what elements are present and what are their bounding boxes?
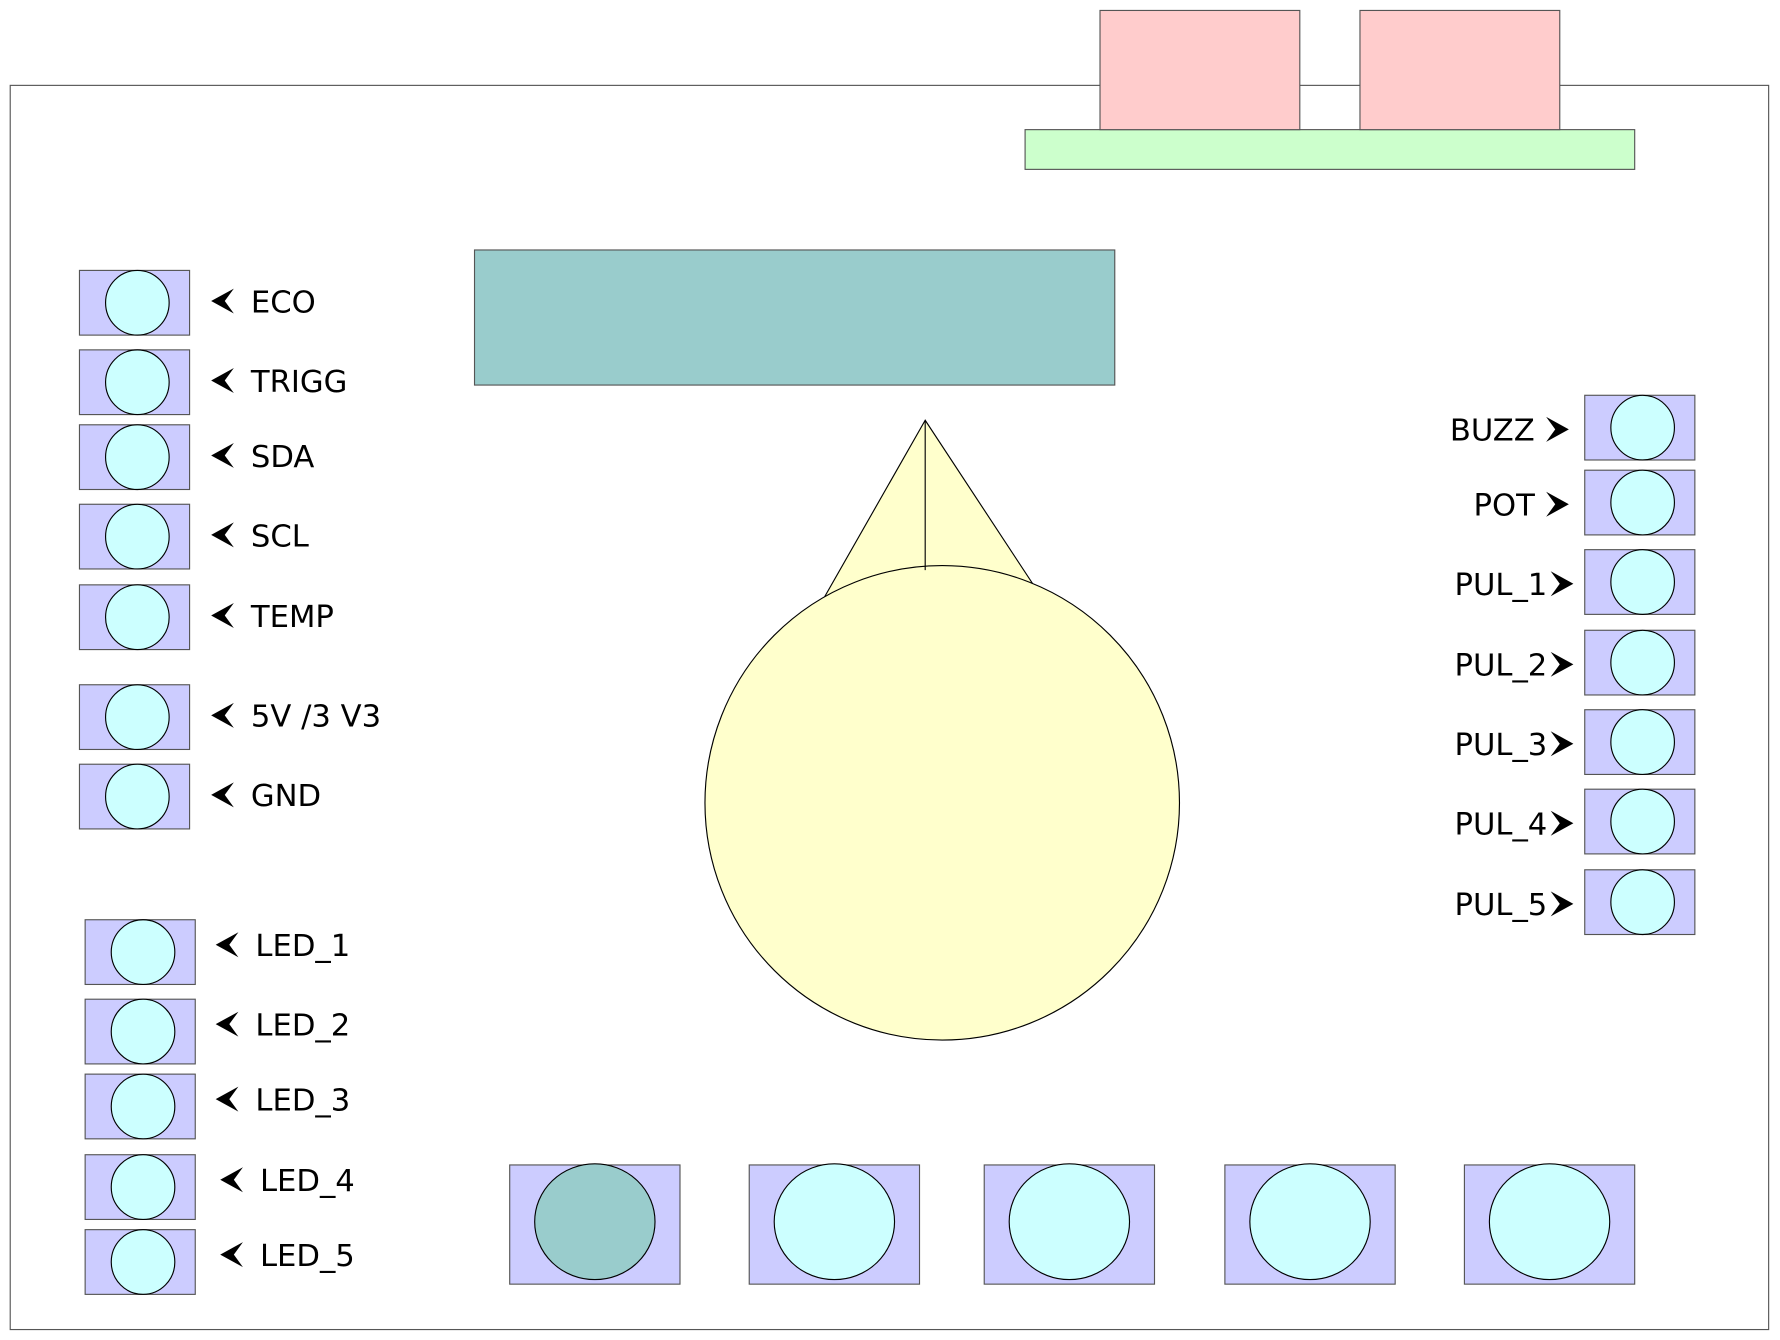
pin-label: LED_5	[260, 1239, 355, 1274]
arrow-right-icon	[1546, 491, 1569, 517]
arrow-left-icon	[211, 782, 234, 808]
pin-label: ECO	[251, 285, 316, 320]
arrow-left-icon	[211, 288, 234, 314]
lcd-display	[473, 249, 1116, 386]
pin-hole	[105, 503, 170, 570]
arrow-left-icon	[211, 702, 234, 728]
button-cap	[1008, 1163, 1131, 1281]
arrow-right-icon	[1550, 651, 1574, 677]
pin-scl[interactable]	[78, 503, 191, 570]
push-button-2[interactable]	[748, 1163, 921, 1285]
pin-hole	[110, 998, 176, 1065]
pin-pul-5[interactable]	[1584, 869, 1696, 936]
pin-hole	[110, 1073, 176, 1140]
pin-pul-3[interactable]	[1584, 709, 1696, 776]
connector-base	[1024, 129, 1636, 170]
push-button-3[interactable]	[983, 1163, 1156, 1285]
arrow-right-icon	[1550, 810, 1574, 836]
push-button-1[interactable]	[509, 1163, 681, 1285]
pin-sda[interactable]	[78, 424, 191, 491]
pin-label: PUL_5	[1454, 888, 1547, 923]
pin-gnd[interactable]	[78, 763, 191, 830]
pin-label: PUL_1	[1454, 568, 1547, 603]
pin-label: LED_1	[255, 929, 350, 964]
button-cap	[773, 1163, 896, 1281]
pin-label: SDA	[251, 440, 315, 475]
pin-led-1[interactable]	[84, 919, 196, 986]
button-cap	[1249, 1163, 1371, 1281]
pin-hole	[1610, 788, 1675, 855]
pin-hole	[105, 684, 170, 751]
pin-hole	[1610, 869, 1675, 936]
pin-label: LED_2	[255, 1009, 350, 1044]
push-button-4[interactable]	[1224, 1163, 1396, 1285]
pin-led-4[interactable]	[84, 1154, 196, 1221]
pin-hole	[105, 269, 170, 336]
pin-led-3[interactable]	[84, 1073, 196, 1140]
pin-label: LED_3	[255, 1083, 350, 1118]
pin-temp[interactable]	[78, 584, 191, 651]
pin-label: LED_4	[260, 1164, 355, 1199]
pin-label: PUL_4	[1454, 808, 1547, 843]
pin-pot[interactable]	[1584, 469, 1696, 536]
arrow-right-icon	[1546, 416, 1569, 442]
pin-label: GND	[251, 779, 321, 814]
pin-hole	[1610, 549, 1675, 615]
pin-hole	[105, 584, 170, 651]
push-button-5[interactable]	[1463, 1163, 1636, 1285]
pin-hole	[1610, 629, 1675, 696]
pin-pul-2[interactable]	[1584, 629, 1696, 696]
pin-label: SCL	[251, 519, 309, 554]
pin-led-2[interactable]	[84, 998, 196, 1065]
pin-hole	[110, 1154, 176, 1221]
arrow-left-icon	[211, 368, 234, 394]
pin-buzz[interactable]	[1584, 394, 1696, 461]
pin-5v-3-v3[interactable]	[78, 684, 191, 751]
pin-hole	[110, 919, 176, 986]
pin-trigg[interactable]	[78, 349, 191, 416]
pin-label: PUL_2	[1454, 649, 1547, 684]
arrow-left-icon	[215, 932, 239, 958]
pin-hole	[1610, 469, 1675, 536]
pin-label: 5V /3 V3	[251, 700, 381, 735]
connector-2	[1359, 9, 1561, 131]
arrow-right-icon	[1550, 571, 1574, 597]
pin-pul-4[interactable]	[1584, 788, 1696, 855]
pin-label: TEMP	[250, 600, 334, 635]
pin-hole	[1610, 709, 1675, 776]
pin-eco[interactable]	[78, 269, 191, 336]
arrow-left-icon	[211, 522, 234, 548]
arrow-left-icon	[220, 1167, 243, 1193]
pin-pul-1[interactable]	[1584, 549, 1696, 615]
arrow-left-icon	[215, 1086, 239, 1112]
button-cap	[534, 1163, 656, 1281]
pin-label: BUZZ	[1450, 414, 1535, 449]
arrow-right-icon	[1550, 891, 1574, 917]
pin-hole	[110, 1229, 176, 1295]
arrow-right-icon	[1550, 731, 1574, 757]
button-cap	[1488, 1163, 1611, 1281]
pin-hole	[1610, 394, 1675, 461]
connector-1	[1099, 9, 1301, 131]
pin-hole	[105, 424, 170, 491]
pin-label: TRIGG	[250, 365, 348, 400]
dial-knob[interactable]	[704, 564, 1181, 1041]
pin-label: PUL_3	[1454, 728, 1547, 763]
pin-led-5[interactable]	[84, 1229, 196, 1295]
arrow-left-icon	[211, 442, 234, 468]
arrow-left-icon	[220, 1242, 243, 1268]
arrow-left-icon	[211, 603, 234, 628]
arrow-left-icon	[215, 1011, 239, 1037]
pin-label: POT	[1473, 489, 1535, 524]
pin-hole	[105, 763, 170, 830]
pin-hole	[105, 349, 170, 416]
